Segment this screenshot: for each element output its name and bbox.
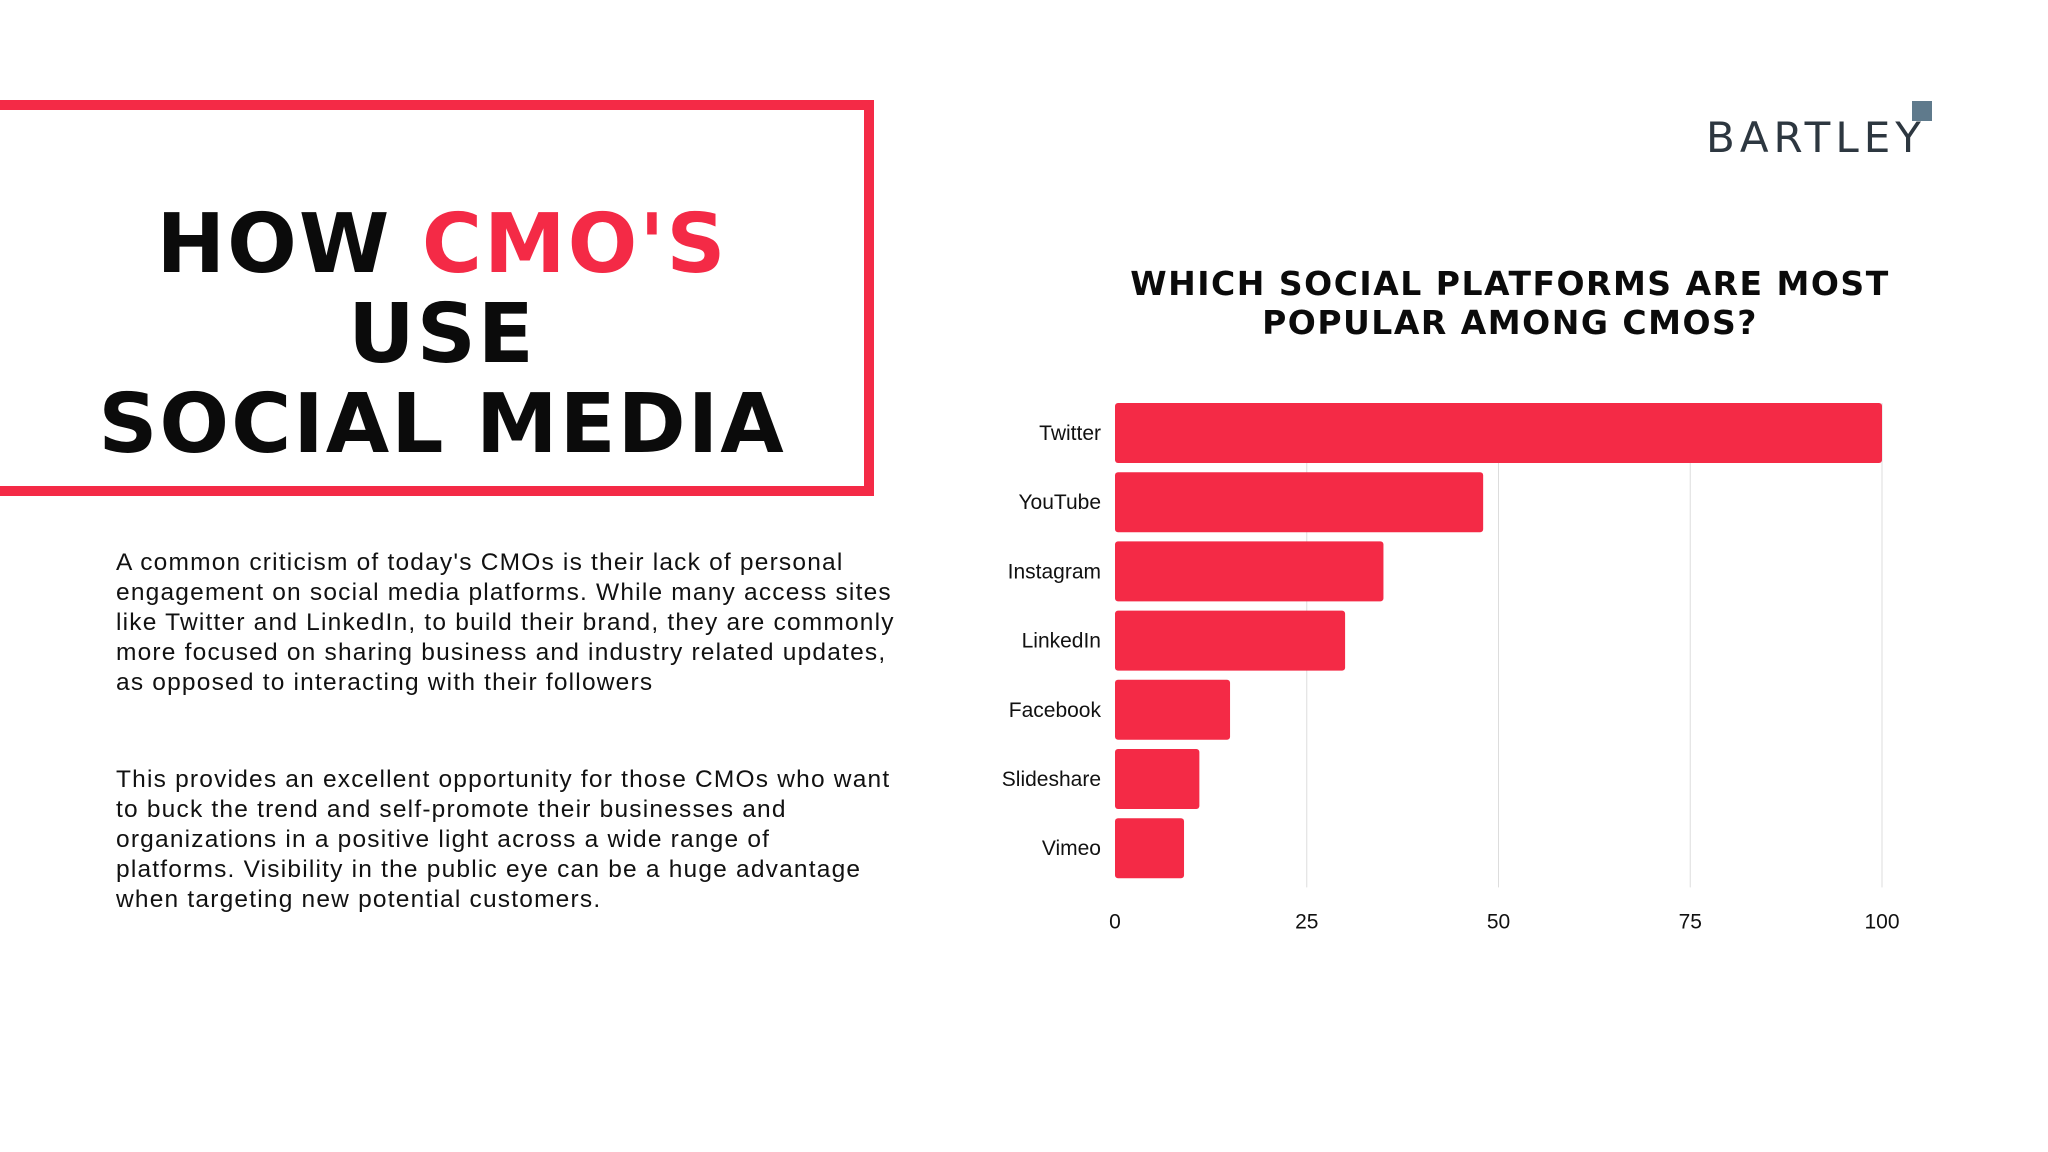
- bar-vimeo: [1115, 818, 1185, 879]
- bar-instagram: [1115, 541, 1384, 602]
- bar-youtube: [1115, 472, 1484, 533]
- bar-slideshare: [1115, 749, 1200, 809]
- bar-chart: Twitter YouTube Instagram LinkedIn Facebook S…: [1002, 403, 1900, 933]
- chart-title: WHICH SOCIAL PLATFORMS ARE MOST POPULAR …: [1110, 264, 1910, 342]
- page-title: HOW CMO'S USE SOCIAL MEDIA: [92, 200, 792, 470]
- bar-linkedin: [1115, 610, 1346, 671]
- title-line1-part1: HOW: [156, 197, 422, 292]
- x-tick-label-100: 100: [1864, 910, 1899, 933]
- x-tick-label-25: 25: [1295, 910, 1318, 933]
- category-label-youtube: YouTube: [1018, 491, 1101, 514]
- bar-facebook: [1115, 679, 1231, 740]
- x-tick-label-75: 75: [1679, 910, 1702, 933]
- title-accent-text: CMO'S: [421, 197, 728, 292]
- category-label-twitter: Twitter: [1039, 422, 1101, 445]
- title-frame: [0, 100, 874, 496]
- category-label-vimeo: Vimeo: [1042, 837, 1101, 860]
- body-paragraph-1: A common criticism of today's CMOs is th…: [116, 549, 895, 696]
- category-label-slideshare: Slideshare: [1002, 768, 1101, 791]
- x-tick-label-50: 50: [1487, 910, 1510, 933]
- brand-logo: BARTLEY: [1706, 113, 1926, 162]
- chart-title-line2: POPULAR AMONG CMOS?: [1262, 303, 1758, 342]
- category-label-linkedin: LinkedIn: [1022, 630, 1101, 653]
- title-line1-part2: USE: [348, 287, 536, 382]
- category-label-facebook: Facebook: [1009, 699, 1102, 722]
- category-label-instagram: Instagram: [1008, 560, 1101, 583]
- title-line2: SOCIAL MEDIA: [98, 377, 786, 472]
- brand-square-icon: [1912, 101, 1932, 121]
- x-tick-label-0: 0: [1109, 910, 1121, 933]
- bar-twitter: [1115, 403, 1882, 463]
- body-paragraph-2: This provides an excellent opportunity f…: [116, 766, 891, 913]
- chart-title-line1: WHICH SOCIAL PLATFORMS ARE MOST: [1130, 264, 1890, 303]
